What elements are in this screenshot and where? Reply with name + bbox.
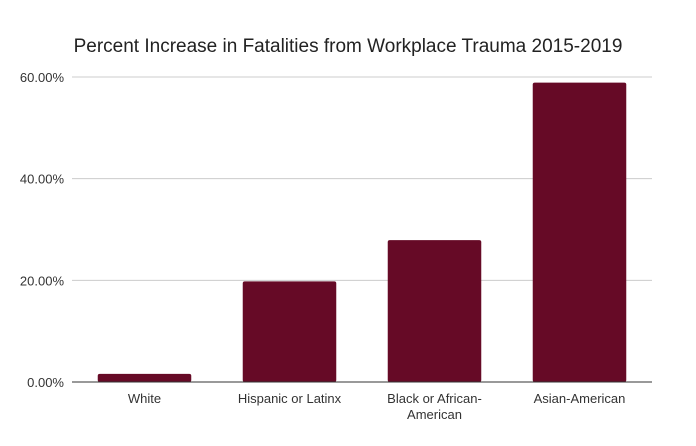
x-tick-label: Black or African-American [387, 391, 482, 422]
y-tick-label: 40.00% [20, 172, 65, 187]
bar [97, 373, 192, 382]
bars [97, 82, 627, 382]
chart-title: Percent Increase in Fatalities from Work… [74, 36, 623, 57]
bar [532, 82, 627, 382]
y-axis-tick-labels: 0.00% 20.00% 40.00% 60.00% [20, 70, 65, 390]
x-tick-label: Hispanic or Latinx [238, 391, 342, 406]
bar [387, 240, 482, 382]
x-tick-label: Asian-American [534, 391, 626, 406]
y-tick-label: 60.00% [20, 70, 65, 85]
bar [242, 281, 337, 382]
y-tick-label: 0.00% [27, 375, 64, 390]
x-axis-tick-labels: White Hispanic or Latinx Black or African-… [128, 391, 626, 422]
y-tick-label: 20.00% [20, 273, 65, 288]
x-tick-label: White [128, 391, 161, 406]
